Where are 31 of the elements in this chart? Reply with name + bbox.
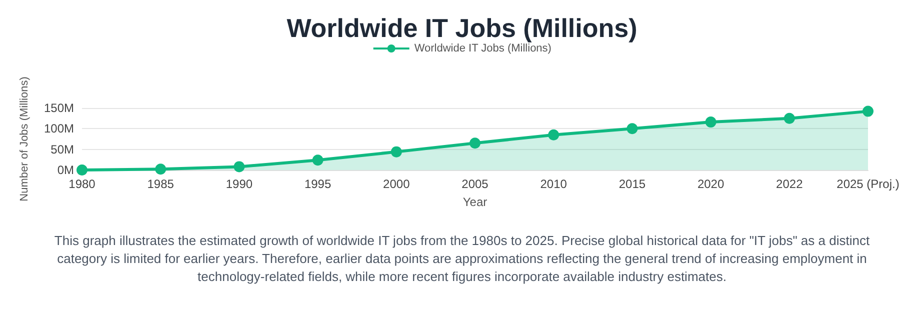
y-tick-label: 150M [44,101,74,115]
point [470,138,480,149]
x-tick-label: 2010 [540,177,568,191]
point [312,154,324,166]
y-tick-label: 100M [44,122,74,136]
x-tick-label: 1990 [226,177,253,191]
x-tick-label: 1985 [147,177,174,191]
x-axis-title: Year [462,195,488,209]
chart-title: Worldwide IT Jobs (Millions) [286,13,638,43]
x-tick-label: 1980 [68,177,96,191]
y-axis-title: Number of Jobs (Millions) [18,76,30,202]
point [548,129,560,140]
x-tick-label: 2015 [618,177,646,191]
point [234,161,245,172]
point [626,123,638,134]
x-tick-label: 2000 [383,177,410,191]
x-tick-label: 2020 [697,177,724,191]
text: This graph illustrates the estimated growth of worldwide IT jobs from the 1980s to 2025. Precise global historical data for "IT jobs" as a distinct category is limited for earlier years. Therefore, earlier data points are approximations reflecting the general trend of increasing employment in technology-related fields, while more recent figures incorporate available industry estimates. [53,232,871,286]
y-tick-label: 0M [57,163,74,177]
point [784,112,795,124]
point [76,164,88,176]
legend-label: Worldwide IT Jobs (Millions) [414,42,552,54]
point [155,164,166,175]
point [705,116,716,128]
x-tick-label: 2005 [462,177,489,191]
x-tick-label: 2025 (Proj.) [836,177,900,191]
y-tick-label: 50M [50,142,74,156]
x-tick-label: 2022 [776,177,804,191]
point [390,146,402,158]
x-tick-label: 1995 [304,177,332,191]
point [862,106,874,117]
